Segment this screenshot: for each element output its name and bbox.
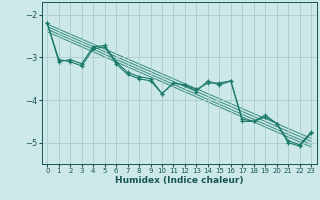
X-axis label: Humidex (Indice chaleur): Humidex (Indice chaleur) bbox=[115, 176, 244, 185]
